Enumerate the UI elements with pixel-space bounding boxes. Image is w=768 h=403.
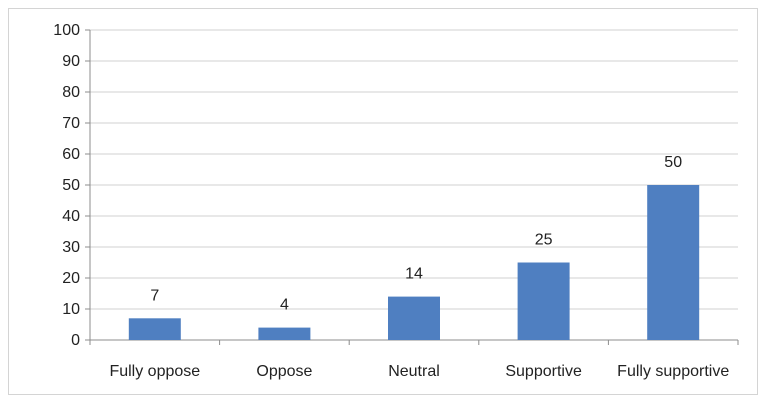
x-category-label: Fully supportive: [617, 363, 729, 380]
bar: [517, 262, 570, 340]
y-tick-label: 0: [71, 332, 80, 349]
data-label: 7: [150, 287, 159, 304]
x-category-label: Supportive: [505, 363, 582, 380]
gridlines: [90, 29, 738, 310]
y-tick-label: 50: [62, 177, 80, 194]
x-axis-category-labels: Fully oppose Oppose Neutral Supportive Fully…: [109, 363, 729, 380]
data-label: 4: [280, 297, 289, 314]
bar: [128, 318, 181, 340]
bars: [128, 185, 700, 340]
x-category-label: Neutral: [388, 363, 440, 380]
y-tick-label: 20: [62, 270, 80, 287]
data-label: 14: [405, 266, 423, 283]
bar: [647, 185, 700, 340]
y-tick-label: 60: [62, 146, 80, 163]
y-tick-label: 30: [62, 239, 80, 256]
y-tick-label: 10: [62, 301, 80, 318]
y-axis-tick-labels: 0 10 20 30 40 50 60 70 80 90 100: [53, 22, 80, 349]
y-tick-label: 70: [62, 115, 80, 132]
y-tick-label: 80: [62, 84, 80, 101]
data-label: 50: [664, 154, 682, 171]
y-tick-label: 100: [53, 22, 80, 39]
bar: [388, 296, 440, 340]
data-labels: 7 4 14 25 50: [150, 154, 682, 314]
y-tick-label: 90: [62, 53, 80, 70]
bar: [258, 327, 311, 340]
data-label: 25: [535, 232, 553, 249]
x-category-label: Fully oppose: [109, 363, 200, 380]
y-tick-label: 40: [62, 208, 80, 225]
x-category-label: Oppose: [256, 363, 312, 380]
